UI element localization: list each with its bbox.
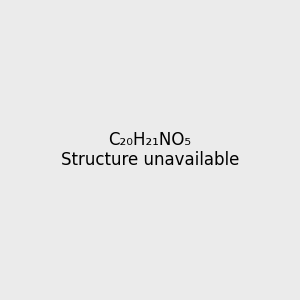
Text: C₂₀H₂₁NO₅
Structure unavailable: C₂₀H₂₁NO₅ Structure unavailable	[61, 130, 239, 170]
